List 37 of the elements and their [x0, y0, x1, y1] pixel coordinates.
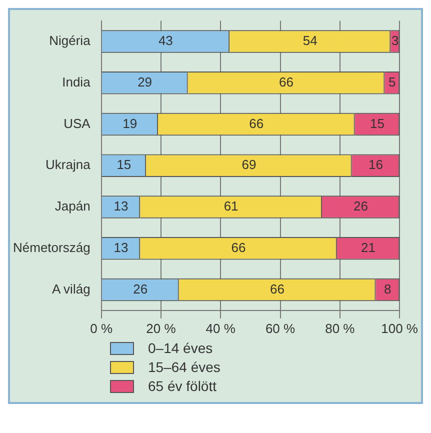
x-tick-label: 80 % [325, 320, 356, 336]
data-label: 26 [354, 198, 368, 214]
y-tick-label: Japán [54, 198, 90, 214]
data-label: 26 [133, 281, 148, 296]
x-tick-label: 20 % [146, 320, 176, 336]
data-label: 54 [302, 33, 318, 48]
data-label: 21 [361, 240, 376, 255]
data-label: 43 [158, 33, 173, 48]
data-label: 3 [391, 33, 399, 48]
y-tick-label: Nigéria [49, 33, 92, 48]
y-tick-label: USA [64, 116, 91, 131]
x-tick-label: 0 % [90, 320, 113, 336]
data-label: 5 [388, 74, 396, 90]
y-tick-label: A világ [52, 281, 90, 296]
y-tick-label: Németország [12, 240, 90, 255]
data-label: 19 [122, 116, 138, 131]
data-label: 15 [116, 157, 132, 172]
data-label: 66 [249, 116, 264, 131]
x-tick-label: 40 % [206, 320, 236, 336]
data-label: 66 [231, 240, 246, 255]
x-tick-label: 100 % [381, 320, 418, 336]
data-label: 13 [114, 198, 128, 214]
y-tick-label: Ukrajna [46, 157, 92, 172]
data-label: 15 [370, 116, 384, 131]
data-label: 66 [270, 281, 285, 296]
x-tick-label: 60 % [265, 320, 296, 336]
data-label: 8 [384, 281, 392, 296]
legend-label: 0–14 éves [148, 340, 213, 356]
data-label: 16 [368, 157, 383, 172]
data-label: 61 [224, 198, 238, 214]
legend-label: 65 év fölött [148, 378, 216, 394]
data-label: 29 [138, 74, 152, 90]
legend-label: 15–64 éves [148, 359, 220, 375]
data-label: 66 [278, 74, 294, 90]
data-label: 13 [114, 240, 128, 255]
data-label: 69 [242, 157, 256, 172]
y-tick-label: India [62, 74, 92, 90]
